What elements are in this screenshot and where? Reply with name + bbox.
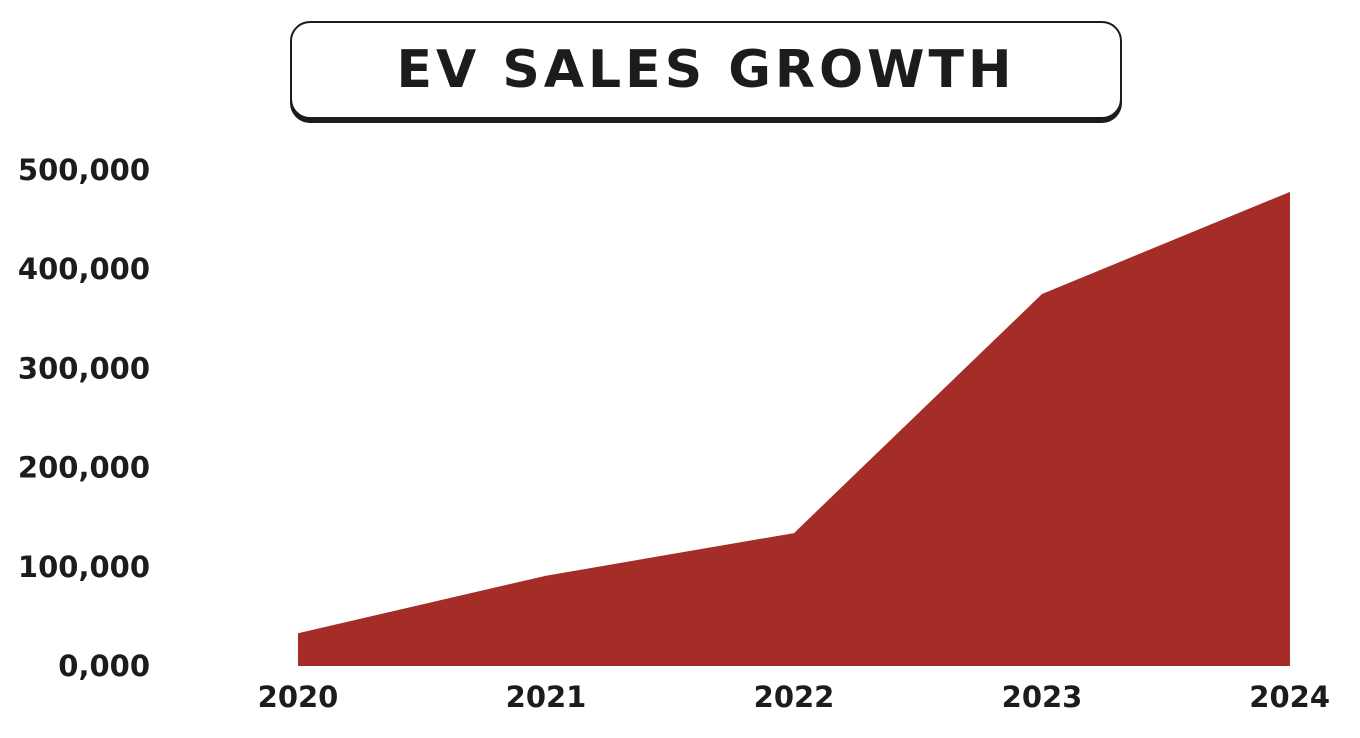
y-tick-label: 100,000 [18, 550, 150, 584]
x-tick-label: 2020 [258, 680, 339, 714]
x-tick-label: 2023 [1002, 680, 1083, 714]
plot-area [298, 191, 1290, 666]
x-tick-label: 2024 [1249, 680, 1330, 714]
chart-title: EV SALES GROWTH [396, 40, 1016, 100]
x-tick-label: 2022 [754, 680, 835, 714]
y-tick-label: 400,000 [18, 252, 150, 286]
y-axis: 0,000 100,000 200,000 300,000 400,000 500,000 [18, 153, 150, 683]
chart-title-box: EV SALES GROWTH [290, 21, 1122, 119]
x-tick-label: 2021 [506, 680, 587, 714]
area-series [298, 191, 1290, 666]
y-tick-label: 200,000 [18, 451, 150, 485]
y-tick-label: 500,000 [18, 153, 150, 187]
y-tick-label: 0,000 [58, 649, 150, 683]
y-tick-label: 300,000 [18, 351, 150, 385]
x-axis: 2020 2021 2022 2023 2024 [258, 680, 1330, 714]
